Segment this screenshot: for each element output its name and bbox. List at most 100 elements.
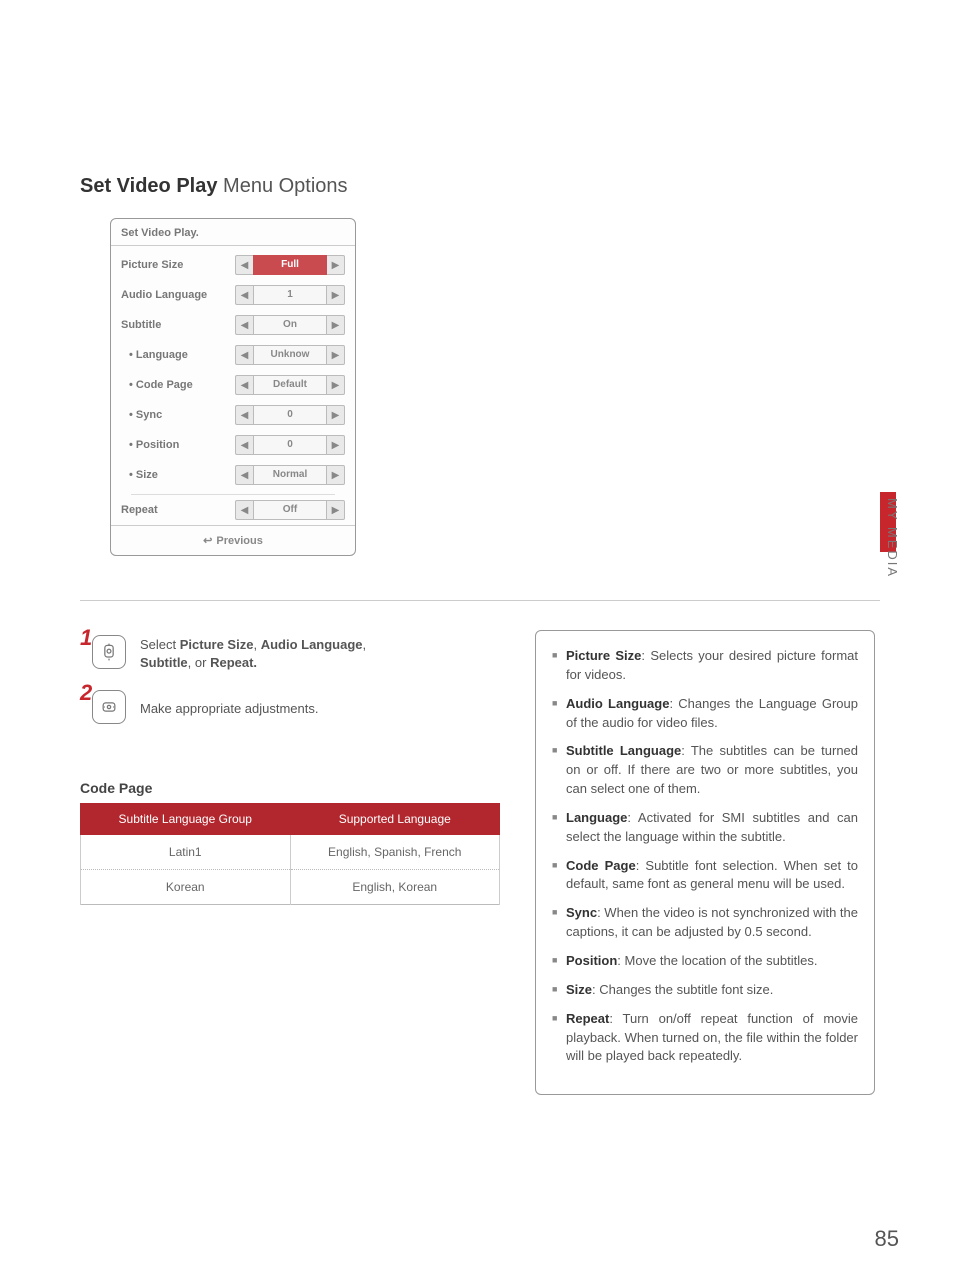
step1-b3: Subtitle [140, 655, 188, 670]
info-item: Size: Changes the subtitle font size. [552, 981, 858, 1000]
step1-s1: , [253, 637, 260, 652]
osd-row-label: • Position [121, 439, 235, 451]
info-term: Repeat [566, 1011, 609, 1026]
return-icon: ↩ [203, 535, 212, 547]
osd-selector[interactable]: ◀1▶ [235, 285, 345, 305]
step1-t-a: Select [140, 637, 180, 652]
cp-langs: English, Korean [290, 870, 500, 905]
table-row: Latin1English, Spanish, French [81, 835, 500, 870]
info-item: Position: Move the location of the subti… [552, 952, 858, 971]
selector-value: Default [253, 375, 327, 395]
step1-s2: , [363, 637, 367, 652]
selector-left-icon[interactable]: ◀ [235, 405, 253, 425]
selector-left-icon[interactable]: ◀ [235, 435, 253, 455]
selector-right-icon[interactable]: ▶ [327, 500, 345, 520]
side-label: MY MEDIA [885, 498, 900, 618]
title-rest: Menu Options [217, 175, 347, 197]
osd-title: Set Video Play. [111, 219, 355, 246]
code-page-table: Subtitle Language Group Supported Langua… [80, 803, 500, 905]
info-term: Sync [566, 905, 597, 920]
info-item: Subtitle Language: The subtitles can be … [552, 742, 858, 799]
osd-selector[interactable]: ◀0▶ [235, 405, 345, 425]
cp-col2: Supported Language [290, 804, 500, 835]
cp-group: Korean [81, 870, 291, 905]
step1-text: Select Picture Size, Audio Language, Sub… [140, 636, 440, 672]
selector-left-icon[interactable]: ◀ [235, 375, 253, 395]
info-item: Audio Language: Changes the Language Gro… [552, 695, 858, 733]
osd-selector[interactable]: ◀Full▶ [235, 255, 345, 275]
code-page-heading: Code Page [80, 780, 152, 796]
selector-right-icon[interactable]: ▶ [327, 315, 345, 335]
selector-right-icon[interactable]: ▶ [327, 285, 345, 305]
selector-value: Full [253, 255, 327, 275]
cp-langs: English, Spanish, French [290, 835, 500, 870]
cp-col1: Subtitle Language Group [81, 804, 291, 835]
selector-right-icon[interactable]: ▶ [327, 375, 345, 395]
osd-footer[interactable]: ↩ Previous [111, 525, 355, 555]
osd-selector[interactable]: ◀Normal▶ [235, 465, 345, 485]
selector-right-icon[interactable]: ▶ [327, 435, 345, 455]
step2-text: Make appropriate adjustments. [140, 700, 440, 718]
osd-footer-text: Previous [216, 535, 262, 547]
osd-selector[interactable]: ◀On▶ [235, 315, 345, 335]
selector-value: 0 [253, 405, 327, 425]
selector-value: Off [253, 500, 327, 520]
selector-right-icon[interactable]: ▶ [327, 255, 345, 275]
osd-row: • Sync◀0▶ [121, 400, 345, 430]
osd-row: • Language◀Unknow▶ [121, 340, 345, 370]
selector-left-icon[interactable]: ◀ [235, 345, 253, 365]
info-desc: : Changes the subtitle font size. [592, 982, 773, 997]
selector-left-icon[interactable]: ◀ [235, 500, 253, 520]
info-term: Picture Size [566, 648, 641, 663]
osd-row: Picture Size◀Full▶ [121, 250, 345, 280]
info-item: Language: Activated for SMI subtitles an… [552, 809, 858, 847]
info-term: Size [566, 982, 592, 997]
osd-selector[interactable]: ◀Off▶ [235, 500, 345, 520]
info-desc: : When the video is not synchronized wit… [566, 905, 858, 939]
info-item: Repeat: Turn on/off repeat function of m… [552, 1010, 858, 1067]
osd-row-label: • Language [121, 349, 235, 361]
enter-button-icon [92, 635, 126, 669]
info-term: Position [566, 953, 617, 968]
info-item: Sync: When the video is not synchronized… [552, 904, 858, 942]
selector-right-icon[interactable]: ▶ [327, 345, 345, 365]
osd-row: • Size◀Normal▶ [121, 460, 345, 490]
osd-row: • Code Page◀Default▶ [121, 370, 345, 400]
info-desc: : Move the location of the subtitles. [617, 953, 817, 968]
osd-row-label: • Sync [121, 409, 235, 421]
selector-value: Normal [253, 465, 327, 485]
info-term: Subtitle Language [566, 743, 681, 758]
section-divider [80, 600, 880, 601]
osd-row-label: • Code Page [121, 379, 235, 391]
osd-selector[interactable]: ◀0▶ [235, 435, 345, 455]
selector-left-icon[interactable]: ◀ [235, 315, 253, 335]
selector-left-icon[interactable]: ◀ [235, 285, 253, 305]
selector-value: 1 [253, 285, 327, 305]
table-row: KoreanEnglish, Korean [81, 870, 500, 905]
info-item: Code Page: Subtitle font selection. When… [552, 857, 858, 895]
step2-number: 2 [80, 680, 92, 706]
info-term: Language [566, 810, 627, 825]
selector-right-icon[interactable]: ▶ [327, 405, 345, 425]
osd-selector[interactable]: ◀Unknow▶ [235, 345, 345, 365]
osd-panel: Set Video Play. Picture Size◀Full▶Audio … [110, 218, 356, 556]
osd-selector[interactable]: ◀Default▶ [235, 375, 345, 395]
osd-row-label: Repeat [121, 504, 235, 516]
info-box: Picture Size: Selects your desired pictu… [535, 630, 875, 1095]
info-item: Picture Size: Selects your desired pictu… [552, 647, 858, 685]
selector-right-icon[interactable]: ▶ [327, 465, 345, 485]
step1-b1: Picture Size [180, 637, 254, 652]
selector-value: On [253, 315, 327, 335]
info-desc: : Turn on/off repeat function of movie p… [566, 1011, 858, 1064]
selector-left-icon[interactable]: ◀ [235, 255, 253, 275]
info-term: Code Page [566, 858, 636, 873]
step1-s3: , or [188, 655, 210, 670]
osd-row: Audio Language◀1▶ [121, 280, 345, 310]
nav-button-icon [92, 690, 126, 724]
osd-row-label: Subtitle [121, 319, 235, 331]
selector-value: Unknow [253, 345, 327, 365]
osd-row-label: • Size [121, 469, 235, 481]
selector-left-icon[interactable]: ◀ [235, 465, 253, 485]
title-bold: Set Video Play [80, 175, 217, 197]
osd-row: Repeat◀Off▶ [121, 495, 345, 525]
